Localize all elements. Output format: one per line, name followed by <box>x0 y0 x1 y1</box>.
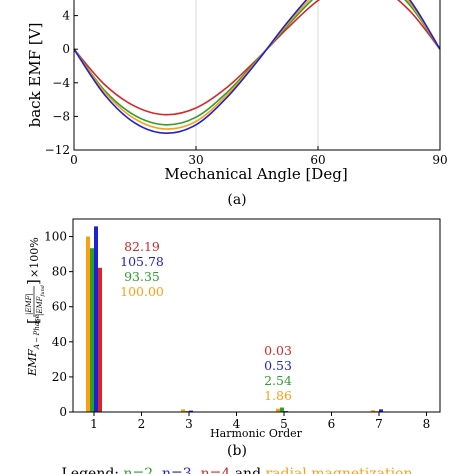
bar <box>189 410 193 412</box>
y-tick-label: −8 <box>52 109 70 123</box>
x-tick-label: 1 <box>90 417 98 431</box>
x-axis-label-b: Harmonic Order <box>210 427 303 440</box>
data-label: 105.78 <box>120 254 164 269</box>
y-tick-label: 40 <box>52 335 67 349</box>
x-tick-label: 3 <box>185 417 193 431</box>
data-label: 1.86 <box>264 388 292 403</box>
x-tick-label: 7 <box>375 417 383 431</box>
legend-item-radial: radial magnetization <box>265 466 412 474</box>
x-tick-label: 30 <box>188 153 203 167</box>
plot-frame-b <box>72 218 441 413</box>
data-label: 100.00 <box>120 284 164 299</box>
y-tick-label: 4 <box>62 9 70 23</box>
bar <box>379 409 383 412</box>
x-tick-label: 60 <box>310 153 325 167</box>
x-axis-label-a: Mechanical Angle [Deg] <box>164 165 347 183</box>
ylabel-den-sub: fund <box>40 285 46 298</box>
data-label: 82.19 <box>124 239 160 254</box>
legend-caption: Legend: n=2, n=3, n=4 and radial magneti… <box>61 466 412 474</box>
bar <box>276 408 280 412</box>
y-tick-label: −4 <box>52 76 70 90</box>
legend-sep-2: , <box>192 466 201 474</box>
axis-ticks-a: 0306090840−4−8−12 <box>45 9 448 167</box>
data-label: 2.54 <box>264 373 292 388</box>
y-tick-label: 0 <box>62 42 70 56</box>
series-line <box>73 0 441 130</box>
x-tick-label: 0 <box>70 153 78 167</box>
ylabel-main: EMF <box>26 349 39 377</box>
x-tick-label: 2 <box>138 417 146 431</box>
series-line <box>73 0 441 116</box>
ylabel-tail: ×100% <box>28 237 41 278</box>
ylabel-den: |EMF <box>36 295 44 316</box>
ylabel-sub: A − Phase <box>33 314 41 350</box>
legend-item-n3: n=3 <box>162 466 192 474</box>
legend-and: and <box>230 466 265 474</box>
y-tick-label: 80 <box>52 265 67 279</box>
bar <box>280 407 284 412</box>
y-tick-label: 0 <box>59 405 67 419</box>
data-label: 0.03 <box>264 343 292 358</box>
x-tick-label: 4 <box>233 417 241 431</box>
ylabel-bracket-right: ] <box>24 279 42 285</box>
bar <box>90 248 94 412</box>
vertical-grid <box>195 0 319 150</box>
legend-item-n2: n=2 <box>123 466 153 474</box>
y-tick-label: 60 <box>52 300 67 314</box>
panel-a: 0306090840−4−8−12 Mechanical Angle [Deg]… <box>26 0 448 208</box>
y-tick-label: −12 <box>45 143 70 157</box>
bar <box>86 236 90 412</box>
y-axis-label-a: back EMF [V] <box>26 23 44 128</box>
x-tick-label: 8 <box>423 417 431 431</box>
panel-label-a: (a) <box>227 192 246 208</box>
line-series <box>73 0 441 135</box>
svg-text:|EMFfund: |EMFfund <box>36 285 46 316</box>
bar <box>94 226 98 412</box>
x-tick-label: 6 <box>328 417 336 431</box>
panel-label-b: (b) <box>227 443 247 459</box>
bar <box>371 410 375 412</box>
y-tick-label: 100 <box>44 230 67 244</box>
bar <box>98 267 102 412</box>
bar <box>181 409 185 412</box>
ylabel-num: |EMF| <box>25 293 33 315</box>
y-axis-label-b: EMFA − Phase |EMF| |EMFfund [ ] ×100% <box>24 237 46 377</box>
legend-prefix: Legend: <box>61 466 123 474</box>
legend-sep-1: , <box>153 466 162 474</box>
x-tick-label: 90 <box>432 153 447 167</box>
svg-text:EMFA − Phase: EMFA − Phase <box>26 314 41 377</box>
plot-frame-a <box>73 0 441 151</box>
y-tick-label: 20 <box>52 370 67 384</box>
data-label: 93.35 <box>124 269 160 284</box>
data-label: 0.53 <box>264 358 292 373</box>
series-line <box>73 0 441 135</box>
x-tick-label: 5 <box>280 417 288 431</box>
ylabel-bracket-left: [ <box>24 318 42 324</box>
legend-item-n4: n=4 <box>201 466 231 474</box>
